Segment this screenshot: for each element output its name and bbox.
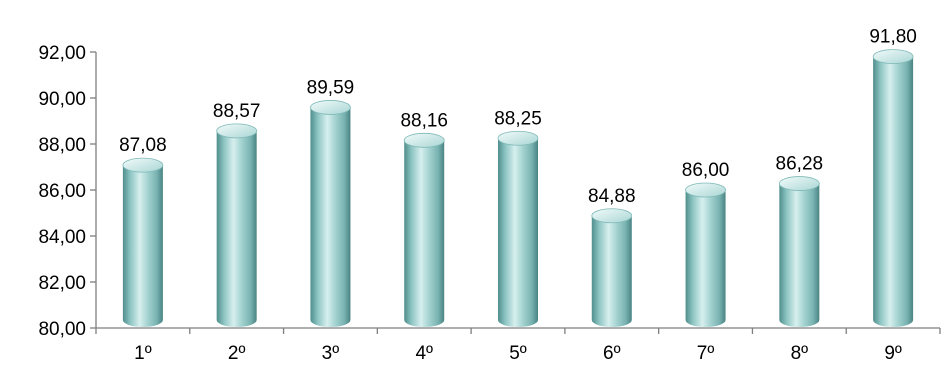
x-tick-label: 4º: [415, 343, 433, 364]
bar-cap: [497, 130, 539, 146]
data-label: 89,59: [307, 77, 355, 98]
x-tick-label: 5º: [509, 343, 527, 364]
bar-body: [873, 56, 914, 327]
y-tick-label: 86,00: [38, 181, 86, 202]
bar-cap: [778, 176, 820, 191]
x-tick-label: 8º: [791, 343, 809, 364]
x-tick-label: 2º: [228, 343, 246, 364]
bar-cap: [685, 182, 726, 198]
bar-cap: [403, 132, 445, 148]
y-tick-label: 88,00: [38, 135, 86, 156]
bar: [778, 176, 820, 327]
bar: [685, 182, 726, 327]
bar-body: [216, 130, 257, 327]
bar: [497, 130, 539, 327]
bar-cap: [872, 49, 914, 64]
x-axis: 1º 2º 3º 4º 5º 6º 7º 8º 9º: [95, 327, 941, 364]
data-label: 84,88: [588, 186, 636, 207]
bar-body: [122, 165, 163, 327]
y-tick-label: 82,00: [38, 273, 86, 294]
y-axis: 80,00 82,00 84,00 86,00 88,00 90,00 92,00: [38, 43, 97, 340]
bar-body: [779, 183, 820, 327]
data-label: 91,80: [869, 27, 917, 48]
data-label: 87,08: [119, 135, 167, 156]
bar-cap: [216, 123, 258, 139]
bar-body: [685, 190, 726, 327]
bars: [122, 49, 914, 327]
x-tick-label: 6º: [603, 343, 621, 364]
x-tick-label: 1º: [134, 343, 152, 364]
x-tick-label: 3º: [322, 343, 340, 364]
data-label: 86,00: [682, 160, 730, 181]
x-tick-label: 7º: [697, 343, 715, 364]
bar: [216, 123, 258, 327]
y-tick-label: 84,00: [38, 227, 86, 248]
bar-body: [404, 140, 445, 327]
x-tick-label: 9º: [884, 343, 902, 364]
bar: [122, 157, 164, 327]
bar-body: [310, 107, 351, 327]
data-label: 88,57: [213, 101, 261, 122]
data-label: 88,16: [400, 110, 448, 131]
data-labels: 87,08 88,57 89,59 88,16 88,25 84,88 86,00 86,28…: [119, 27, 917, 207]
data-label: 88,25: [494, 108, 542, 129]
bar-cap: [310, 100, 351, 115]
bar-body: [498, 138, 538, 327]
bar: [872, 49, 914, 327]
y-tick-label: 92,00: [38, 43, 86, 64]
y-tick-label: 80,00: [38, 319, 86, 340]
bar: [403, 132, 445, 327]
bar-cap: [591, 208, 633, 224]
bar: [591, 208, 633, 327]
data-label: 86,28: [776, 154, 824, 175]
y-tick-label: 90,00: [38, 89, 86, 110]
bar-body: [591, 215, 632, 327]
bar: [310, 100, 351, 327]
bar-cap: [122, 157, 164, 173]
